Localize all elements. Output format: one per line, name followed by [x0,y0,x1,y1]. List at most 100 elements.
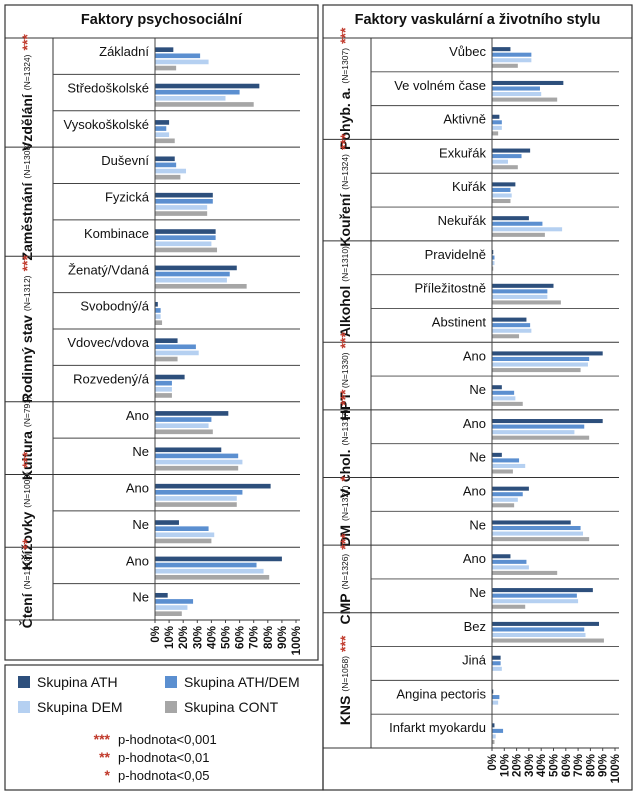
x-tick-label-wrap: 50% [549,754,561,777]
bar-ath-dem [492,255,495,260]
bar-ath [492,655,501,660]
category-nekurak: Nekuřák [371,206,619,237]
bar-cont [492,469,513,474]
sample-size: (N=1312) [22,275,32,311]
bar-ath-dem [492,526,581,531]
bar-cont [492,604,526,609]
bar-cont [492,503,515,508]
group-label-text: HPT(N=1330)*** [337,332,353,421]
bar-ath [492,452,502,457]
bar-dem [155,95,226,101]
category-ano: Ano [463,551,558,575]
sample-size: (N=1324) [22,54,32,90]
bar-dem [155,168,187,174]
category-vdovec-vdova: Vdovec/vdova [53,328,300,362]
category-prilezitostne: Příležitostně [371,274,619,305]
group-name: CMP [337,593,353,624]
significance-stars: * [337,475,353,481]
category-ne: Ne [371,578,619,609]
bar-dem [492,599,579,604]
group-label: CMP (N=1326) *** [337,533,353,625]
significance-stars: * [105,767,111,783]
bar-ath [492,351,603,356]
group-v-chol: V. chol. (N=1317) *** Ano Ne [323,389,619,498]
bar-ath-dem [155,53,201,59]
bar-ath-dem [492,187,511,192]
category-label: Ženatý/Vdaná [68,262,150,277]
category-ne: Ne [371,443,619,474]
bar-dem [155,350,199,356]
category-label: Kombinace [84,226,149,241]
legend-label: Skupina ATH [37,674,118,690]
bar-dem [492,565,529,570]
x-tick-label-wrap: 60% [561,754,573,777]
category-label: Ve volném čase [394,78,486,93]
x-tick-label-wrap: 60% [235,626,247,649]
category-label: Nekuřák [438,213,487,228]
group-label: Křížovky (N=1003) *** [19,451,35,570]
legend-swatch [165,701,177,713]
category-kurak: Kuřák [371,172,619,204]
category-label: Pravidelně [425,247,486,262]
group-zamestnani: Zaměstnání (N=1308) Duševní Fyzická Kombinac… [5,143,300,261]
bar-cont [155,138,175,144]
bar-ath-dem [492,424,585,429]
x-tick-label-wrap: 20% [178,626,190,649]
x-tick-label-wrap: 30% [192,626,204,649]
x-tick-label: 70% [573,754,585,777]
category-zenaty-vdana: Ženatý/Vdaná [68,262,247,289]
group-label-text: Alkohol (N=1310) [337,246,353,337]
bar-ath-dem [492,661,501,666]
bar-ath-dem [492,86,540,91]
significance-text: p-hodnota<0,001 [118,732,217,747]
group-koureni: Kouření (N=1324) *** Exkuřák Kuřák Nekuřák [323,133,619,247]
sample-size: (N=1307) [340,48,350,84]
x-tick-label-wrap: 100% [610,754,622,783]
bar-ath-dem [155,344,196,350]
bar-dem [492,497,518,502]
significance-stars: *** [337,389,353,406]
bar-dem [155,532,215,538]
bar-cont [155,538,212,544]
group-label-text: KNS (N=1058) *** [337,635,353,725]
bar-cont [155,102,254,107]
bar-ath [492,283,554,288]
group-name: Vzdělání [19,93,35,151]
category-label: Vůbec [449,44,486,59]
x-tick-label: 40% [206,626,218,649]
x-tick-label-wrap: 20% [512,754,524,777]
x-tick-label-wrap: 0% [487,754,499,771]
group-label: Kouření (N=1324) *** [337,133,353,246]
bar-ath-dem [155,198,213,204]
bar-ath-dem [155,271,230,277]
group-name: HPT [337,392,353,420]
category-kombinace: Kombinace [53,219,300,253]
group-pohyb-a: Pohyb. a. (N=1307) *** Vůbec Ve volném čase A… [337,27,619,150]
bar-ath-dem [492,458,520,463]
category-label: Vysokoškolské [64,117,150,132]
x-tick-label-wrap: 70% [249,626,261,649]
group-name: Zaměstnání [19,182,35,261]
group-label: DM (N=1327) * [337,475,353,546]
bar-dem [492,463,526,468]
bar-ath [492,621,600,626]
bar-ath-dem [492,728,504,733]
category-ano: Ano [126,553,282,580]
x-tick-label: 90% [598,754,610,777]
bar-ath [155,592,168,598]
sample-size: (N=1310) [340,246,350,282]
group-cmp: CMP (N=1326) *** Ano Ne [323,533,619,625]
sample-size: (N=1218) [22,554,32,590]
bar-dem [492,666,502,671]
legend-item-ath: Skupina ATH [18,674,118,690]
bar-ath-dem [155,162,177,168]
bar-ath [155,374,185,380]
bar-dem [155,459,243,465]
x-tick-label-wrap: 10% [164,626,176,649]
bar-ath-dem [155,417,212,422]
significance-text: p-hodnota<0,05 [118,768,209,783]
category-vubec: Vůbec [449,44,532,68]
bar-cont [155,247,218,253]
bar-cont [155,611,182,616]
group-label: V. chol. (N=1317) *** [337,389,353,498]
